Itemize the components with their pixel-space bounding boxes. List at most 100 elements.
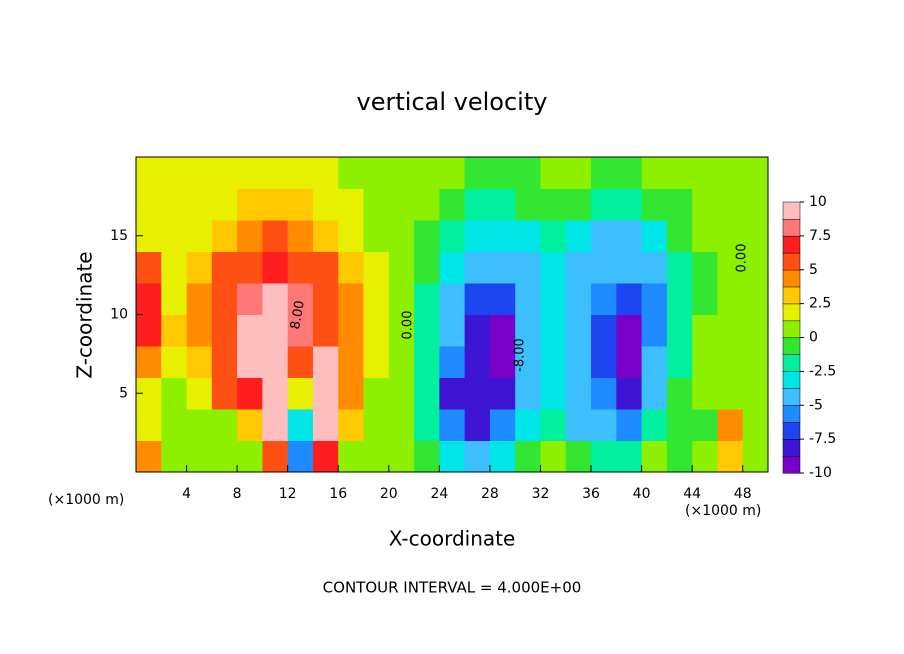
cell [489,377,516,410]
cell [312,188,339,221]
cell [262,314,289,347]
cell [388,188,415,221]
cell [312,440,339,473]
colorbar-swatch [782,421,801,440]
cell [287,440,314,473]
colorbar-tick-label: -5 [809,397,823,413]
cell [363,409,390,441]
cell [363,188,390,221]
cell [439,314,466,347]
cell [717,157,744,189]
cell [338,346,365,378]
cell [136,188,162,221]
cell [439,346,466,378]
cell [186,409,213,441]
cell [591,220,617,252]
cell [287,346,314,378]
cell [338,188,365,221]
cell [666,157,693,189]
cell [717,440,744,473]
cell [414,314,440,347]
cell [641,377,668,410]
cell [161,220,188,252]
y-axis-label: Z-coordinate [73,251,97,378]
cell [186,440,213,473]
y-tick-label: 15 [110,228,128,244]
cell [414,283,440,315]
colorbar-swatch [782,235,801,254]
x-tick-label: 16 [329,486,347,502]
cell [692,188,718,221]
cell [565,188,592,221]
cell [287,251,314,284]
cell [312,346,339,378]
cell [439,283,466,315]
cell [489,440,516,473]
cell [717,188,744,221]
cell [591,346,617,378]
x-tick-label: 32 [532,486,550,502]
colorbar-tick-label: 2.5 [809,296,831,312]
x-tick-label: 12 [279,486,297,502]
cell [540,188,567,221]
x-tick-label: 44 [683,486,701,502]
contour-label: 0.00 [735,244,750,273]
cell [363,314,390,347]
cell [641,283,668,315]
cell [742,409,769,441]
cell [540,377,567,410]
cell [540,251,567,284]
cell [515,188,541,221]
cell [666,409,693,441]
cell [237,220,263,252]
cell [186,283,213,315]
cell [388,440,415,473]
cell [641,346,668,378]
cell [211,220,238,252]
cell [666,346,693,378]
cell [287,283,314,315]
cell [616,377,643,410]
cell [186,157,213,189]
cell [692,346,718,378]
cell [540,314,567,347]
cell [211,283,238,315]
cell [237,251,263,284]
cell [540,346,567,378]
cell [616,157,643,189]
cell [287,314,314,347]
x-tick-label: 48 [734,486,752,502]
x-tick-label: 4 [182,486,191,502]
cell [363,283,390,315]
cell [565,283,592,315]
colorbar-swatch [782,320,801,339]
cell [742,314,769,347]
x-tick-label: 36 [582,486,600,502]
cell [591,440,617,473]
cell [237,188,263,221]
cell [489,157,516,189]
cell [262,188,289,221]
cell [489,283,516,315]
cell [717,251,744,284]
cell [591,251,617,284]
cell [388,157,415,189]
cell [616,440,643,473]
cell [338,220,365,252]
cell [363,377,390,410]
cell [464,346,491,378]
colorbar-tick-label: 7.5 [809,228,831,244]
cell [692,409,718,441]
cell [565,377,592,410]
cell [565,440,592,473]
cell [414,440,440,473]
cell [363,157,390,189]
cell [464,220,491,252]
cell [489,220,516,252]
cell [742,251,769,284]
cell [489,314,516,347]
cell [186,251,213,284]
cell [237,314,263,347]
cell [211,314,238,347]
cell [136,157,162,189]
